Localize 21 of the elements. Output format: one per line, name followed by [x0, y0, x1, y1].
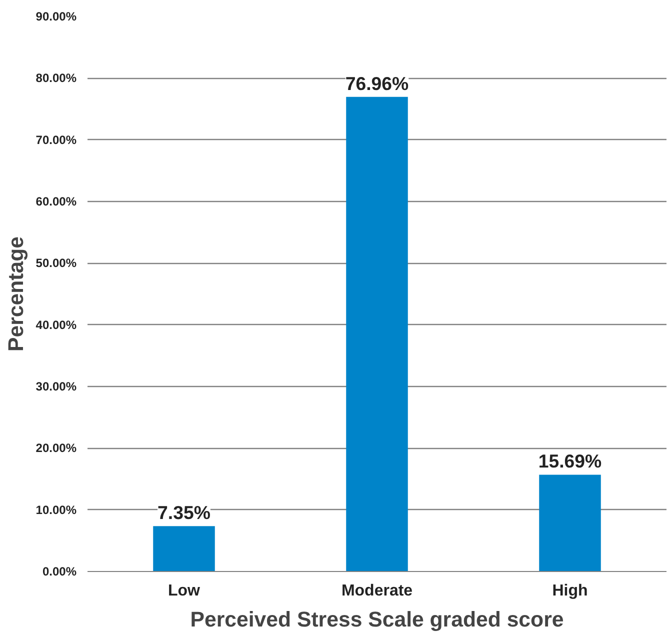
data-label: 76.96%	[345, 72, 410, 94]
y-tick-label: 20.00%	[36, 441, 77, 456]
y-axis-title: Percentage	[4, 236, 28, 352]
y-tick-label: 50.00%	[36, 256, 77, 270]
x-tick-label: Moderate	[341, 582, 413, 600]
bar	[346, 96, 408, 572]
y-tick-label: 30.00%	[36, 380, 77, 394]
y-tick-label: 0.00%	[42, 564, 77, 578]
y-tick-label: 80.00%	[36, 71, 77, 86]
y-tick-label: 70.00%	[36, 132, 77, 147]
bar	[539, 474, 601, 572]
bar	[153, 526, 215, 572]
y-tick-label: 40.00%	[36, 318, 77, 332]
data-label: 15.69%	[538, 450, 602, 472]
y-tick-label: 10.00%	[36, 502, 77, 517]
y-tick-label: 90.00%	[36, 10, 77, 24]
y-tick-label: 60.00%	[36, 194, 77, 208]
data-label: 7.35%	[158, 502, 211, 524]
x-axis-title: Perceived Stress Scale graded score	[190, 608, 564, 632]
x-tick-label: Low	[168, 582, 201, 600]
x-tick-label: High	[552, 582, 588, 600]
